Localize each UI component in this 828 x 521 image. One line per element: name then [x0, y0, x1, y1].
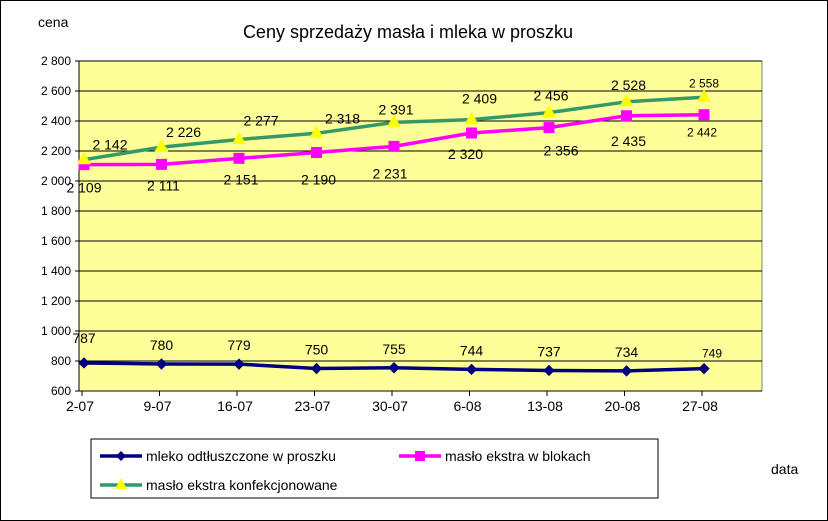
y-tick-label: 800 — [51, 354, 71, 368]
x-tick-label: 6-08 — [453, 398, 481, 414]
y-tick-label: 2 200 — [41, 144, 71, 158]
data-point — [311, 147, 322, 158]
data-label: 2 435 — [611, 133, 646, 149]
y-tick-label: 1 000 — [41, 324, 71, 338]
data-label: 787 — [72, 330, 96, 346]
data-label: 780 — [150, 337, 174, 353]
data-point — [310, 362, 323, 375]
data-label: 2 109 — [66, 180, 101, 196]
y-tick-label: 600 — [51, 384, 71, 398]
data-point — [464, 111, 479, 125]
x-axis-label: data — [771, 461, 798, 477]
data-point — [155, 358, 168, 370]
series-layer — [77, 89, 711, 377]
data-label: 755 — [382, 341, 406, 357]
legend-items: mleko odtłuszczone w proszku masło ekstra… — [100, 448, 591, 493]
data-point — [543, 364, 555, 377]
data-point — [542, 104, 556, 118]
data-point — [543, 122, 555, 134]
chart-title: Ceny sprzedaży masła i mleka w proszku — [243, 22, 573, 42]
y-tick-label: 1 800 — [41, 204, 71, 218]
series-2 — [77, 89, 711, 165]
data-point — [232, 131, 246, 144]
data-label: 2 391 — [378, 101, 413, 117]
y-tick-label: 1 600 — [41, 234, 71, 248]
y-tick-label: 1 400 — [41, 264, 71, 278]
series-1 — [78, 109, 710, 171]
x-tick-label: 16-07 — [217, 398, 253, 414]
data-point — [697, 89, 711, 102]
data-point — [387, 114, 401, 127]
data-label: 2 142 — [92, 137, 127, 153]
data-point — [698, 362, 710, 375]
data-label: 2 356 — [543, 143, 578, 159]
x-tick-label: 13-08 — [527, 398, 563, 414]
legend-marker — [116, 451, 126, 461]
x-tick-label: 2-07 — [66, 398, 94, 414]
legend-item-2: masło ekstra konfekcjonowane — [100, 477, 338, 493]
data-label: 737 — [537, 343, 561, 359]
data-label: 2 111 — [147, 177, 180, 193]
axes: 600 800 1 000 1 200 1 400 1 600 1 800 2 000 2 20… — [41, 54, 762, 414]
legend-label: masło ekstra konfekcjonowane — [146, 477, 338, 493]
data-point — [233, 358, 245, 370]
y-axis-label: cena — [38, 14, 69, 30]
data-point — [465, 363, 478, 376]
y-tick-label: 2 800 — [41, 54, 71, 68]
x-tick-label: 30-07 — [372, 398, 408, 414]
legend-label: masło ekstra w blokach — [445, 448, 591, 464]
data-label: 2 409 — [462, 91, 497, 107]
data-point — [77, 151, 91, 165]
x-tick-label: 23-07 — [295, 398, 331, 414]
data-label: 2 456 — [533, 88, 568, 104]
legend — [90, 438, 659, 499]
x-tick-label: 27-08 — [682, 398, 718, 414]
data-point — [466, 127, 477, 139]
data-label: 2 320 — [448, 146, 483, 162]
data-point — [233, 152, 245, 164]
y-tick-label: 2 000 — [41, 174, 71, 188]
data-label: 2 226 — [166, 124, 201, 140]
data-label: 734 — [615, 344, 639, 360]
data-point — [698, 109, 710, 121]
data-point — [309, 125, 324, 138]
legend-item-1: masło ekstra w blokach — [399, 448, 591, 464]
data-label: 2 558 — [689, 76, 719, 90]
plot-area — [78, 60, 763, 392]
data-label: 2 528 — [611, 77, 646, 93]
legend-marker — [415, 451, 425, 461]
data-point — [620, 365, 633, 377]
data-point — [156, 158, 167, 170]
data-label: 2 151 — [223, 171, 258, 187]
y-tick-label: 2 400 — [41, 114, 71, 128]
data-point — [78, 357, 90, 369]
data-point — [621, 110, 632, 122]
legend-marker — [115, 478, 127, 489]
data-label: 2 277 — [243, 112, 278, 128]
data-label: 2 318 — [325, 110, 360, 126]
data-label: 750 — [305, 342, 329, 358]
x-tick-label: 9-07 — [143, 398, 171, 414]
data-label: 749 — [702, 347, 722, 361]
data-point — [619, 93, 634, 107]
data-label: 779 — [227, 337, 251, 353]
data-label: 744 — [460, 342, 484, 358]
y-tick-label: 1 200 — [41, 294, 71, 308]
data-point — [154, 139, 169, 152]
data-label: 2 231 — [372, 165, 407, 181]
x-tick-label: 20-08 — [605, 398, 641, 414]
legend-label: mleko odtłuszczone w proszku — [146, 448, 336, 464]
data-label: 2 442 — [687, 126, 717, 140]
data-label: 2 190 — [301, 172, 336, 188]
data-point — [388, 362, 400, 374]
y-tick-label: 2 600 — [41, 84, 71, 98]
data-labels: 787 780 779 750 755 744 737 734 749 2 109 2 111 2 1… — [66, 76, 722, 360]
legend-item-0: mleko odtłuszczone w proszku — [100, 448, 336, 464]
series-0 — [78, 357, 710, 377]
data-point — [388, 140, 400, 152]
